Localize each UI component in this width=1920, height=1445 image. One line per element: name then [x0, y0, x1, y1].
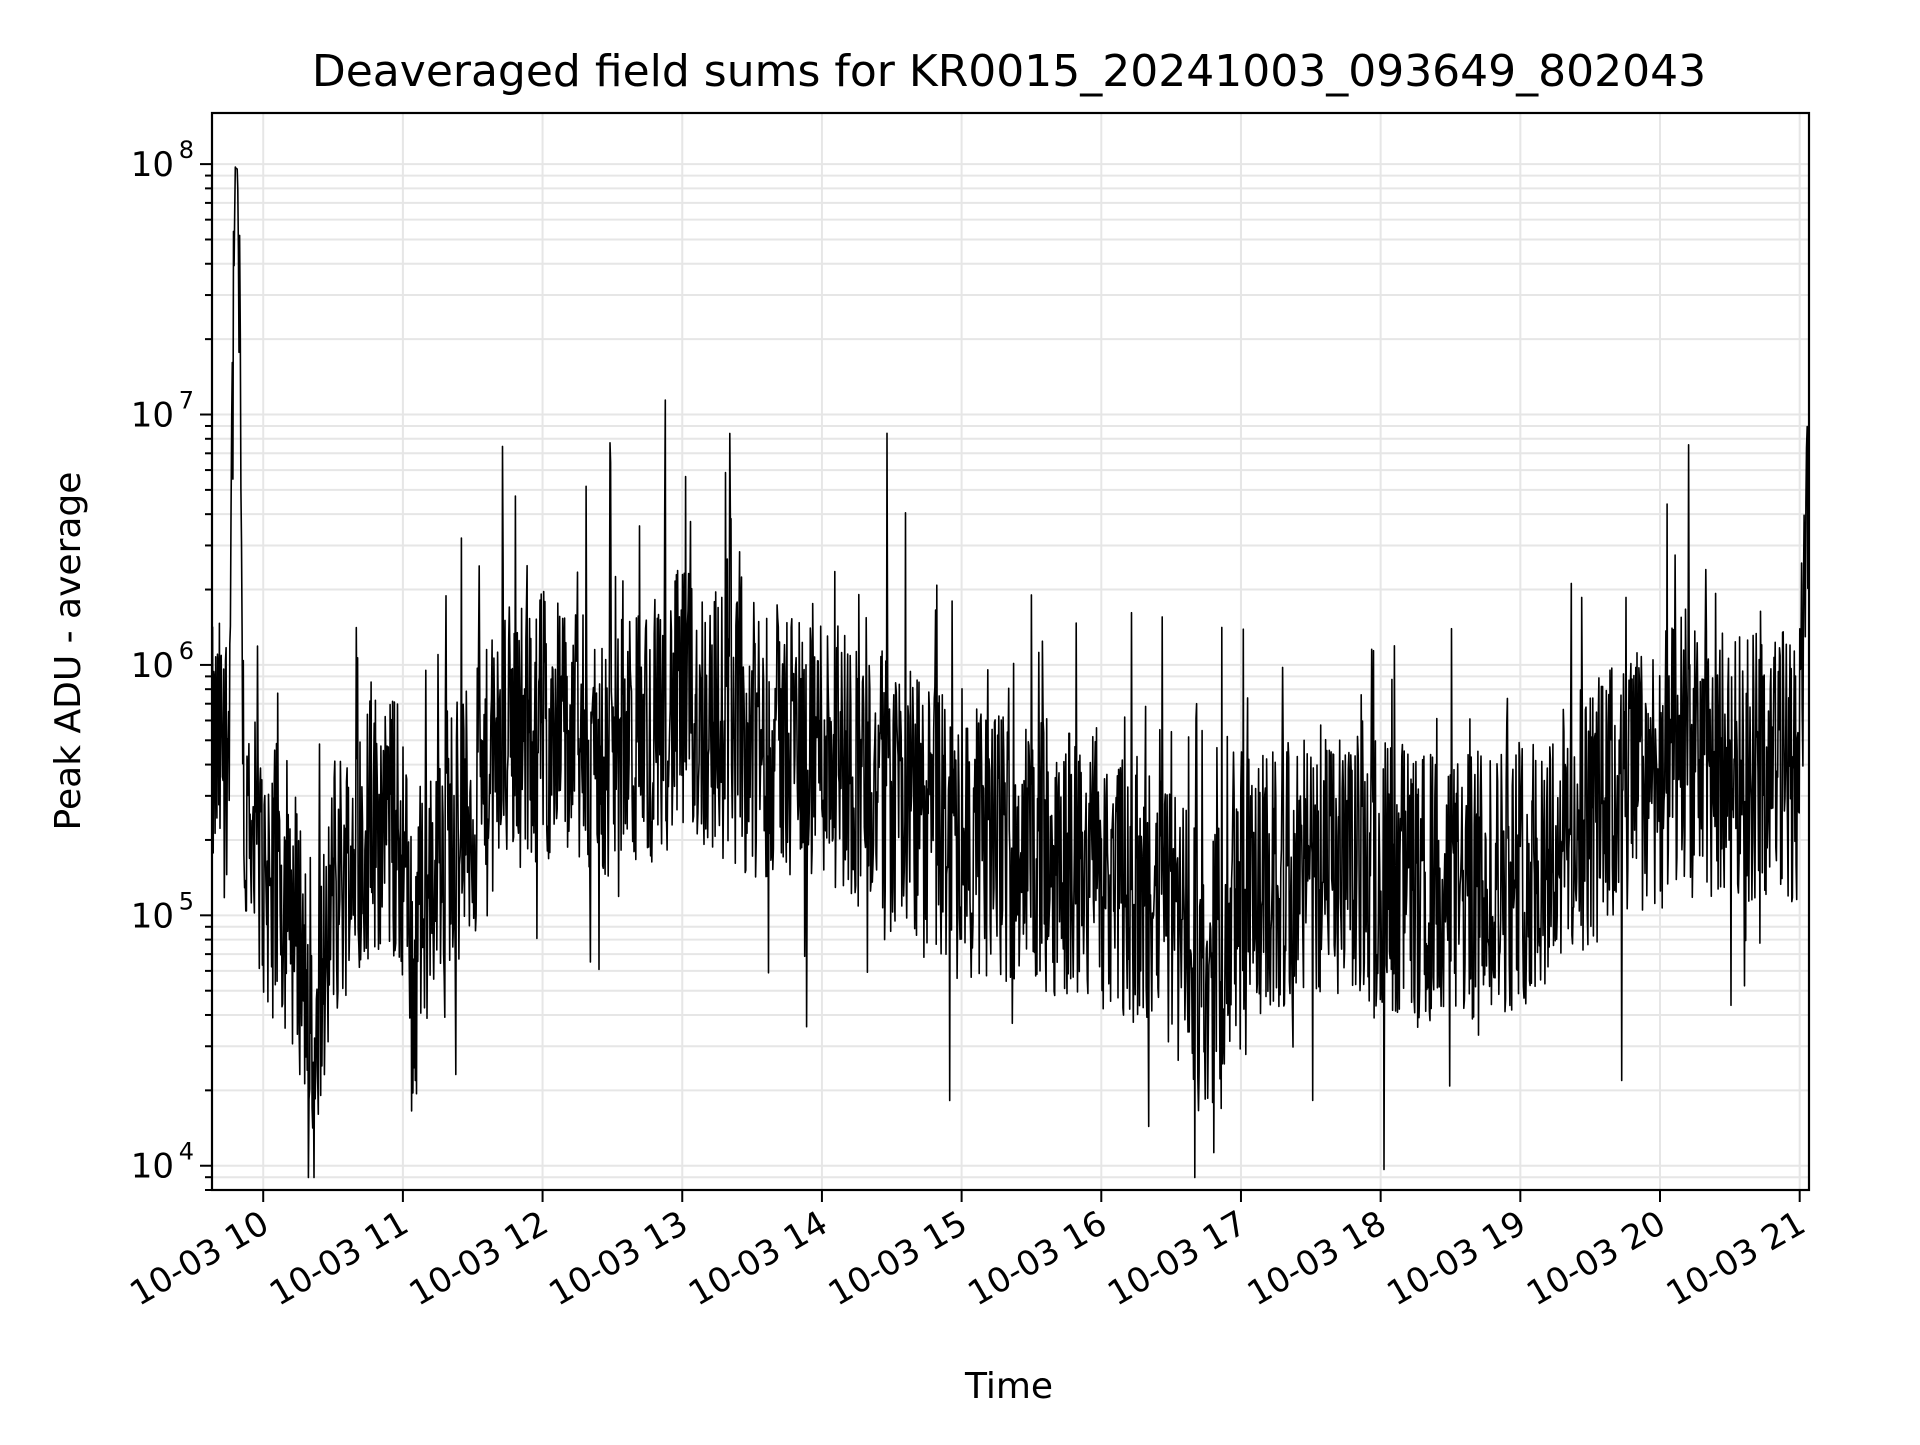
y-tick-exponent: 4: [179, 1138, 194, 1166]
y-tick-label: 10: [131, 646, 174, 686]
y-tick-label: 10: [131, 145, 174, 185]
y-tick-exponent: 8: [179, 136, 194, 164]
x-axis-label: Time: [964, 1366, 1053, 1407]
y-axis-label: Peak ADU - average: [48, 472, 89, 831]
y-tick-exponent: 7: [179, 387, 194, 415]
series-line: [211, 166, 1810, 1179]
y-tick-exponent: 5: [179, 887, 194, 915]
y-tick-exponent: 6: [179, 637, 194, 665]
y-tick-label: 10: [131, 396, 174, 436]
y-tick-label: 10: [131, 1147, 174, 1187]
plot-frame: [210, 111, 1811, 1192]
plot-layer: [211, 166, 1810, 1179]
y-tick-label: 10: [131, 896, 174, 936]
chart-title: Deaveraged field sums for KR0015_2024100…: [312, 46, 1706, 97]
